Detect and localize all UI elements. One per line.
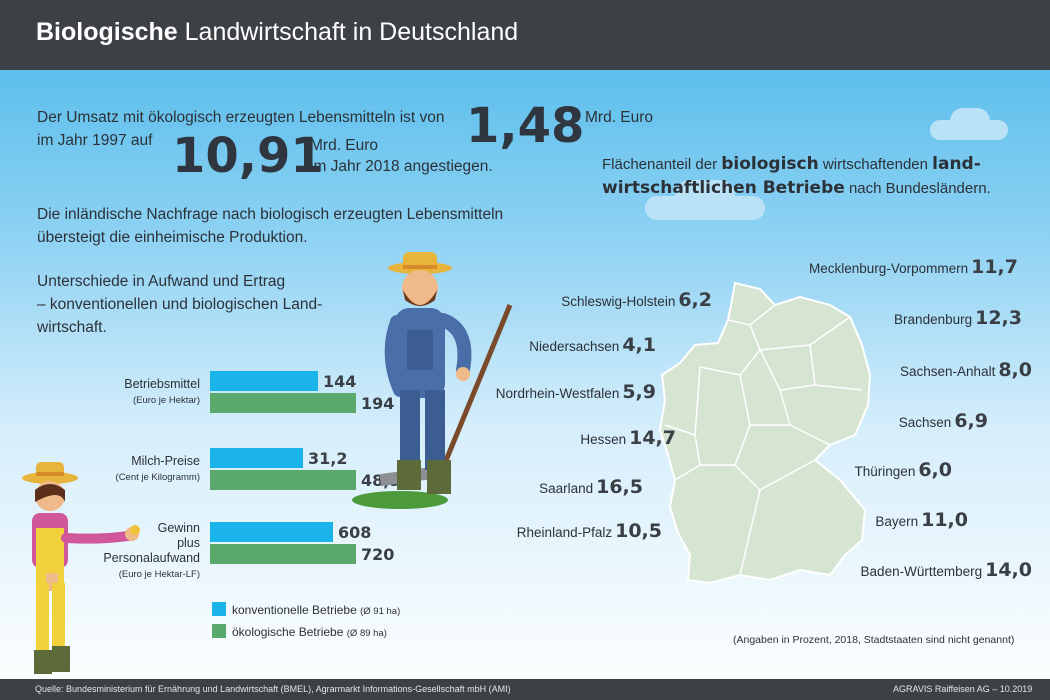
map-note: (Angaben in Prozent, 2018, Stadtstaaten …	[733, 634, 1015, 646]
state-label: Rheinland-Pfalz 10,5	[516, 520, 662, 542]
legend-swatch-organic	[212, 624, 226, 638]
legend-label-organic: ökologische Betriebe (Ø 89 ha)	[232, 625, 387, 639]
footer-bar	[0, 679, 1050, 700]
bar-organic	[210, 393, 356, 413]
state-label: Thüringen 6,0	[854, 459, 952, 481]
intro-line2: im Jahr 1997 auf	[37, 132, 153, 149]
cloud-shape	[675, 180, 735, 210]
bar-conventional	[210, 448, 303, 468]
value-1997: 1,48	[466, 98, 585, 154]
suffix-2018: im Jahr 2018 angestiegen.	[310, 158, 493, 175]
demand-line1: Die inländische Nachfrage nach biologisc…	[37, 206, 504, 223]
state-label: Bayern 11,0	[875, 509, 968, 531]
bar-organic	[210, 470, 356, 490]
category-label: Gewinn plus Personalaufwand (Euro je Hektar…	[103, 521, 200, 580]
cloud-shape	[950, 108, 990, 134]
germany-map	[658, 281, 872, 585]
state-label: Niedersachsen 4,1	[529, 334, 656, 356]
bar-organic	[210, 544, 356, 564]
demand-line2: übersteigt die einheimische Produktion.	[37, 229, 308, 246]
state-label: Sachsen-Anhalt 8,0	[900, 359, 1032, 381]
bar-value-label: 144	[323, 372, 357, 391]
state-label: Schleswig-Holstein 6,2	[561, 289, 712, 311]
state-label: Baden-Württemberg 14,0	[860, 559, 1032, 581]
intro-line1: Der Umsatz mit ökologisch erzeugten Lebe…	[37, 109, 445, 126]
map-heading-line2: wirtschaftlichen Betriebe nach Bundeslän…	[602, 178, 991, 198]
farmer-with-rake-illustration	[352, 252, 513, 509]
bar-conventional	[210, 522, 333, 542]
bar-conventional	[210, 371, 318, 391]
unit-2018: Mrd. Euro	[310, 137, 379, 154]
category-label: Betriebsmittel (Euro je Hektar)	[124, 377, 200, 406]
value-2018: 10,91	[172, 128, 324, 184]
state-label: Nordrhein-Westfalen 5,9	[495, 381, 656, 403]
legend-label-conventional: konventionelle Betriebe (Ø 91 ha)	[232, 603, 401, 617]
page-title: Biologische Landwirtschaft in Deutschlan…	[36, 18, 519, 46]
bar-value-label: 720	[361, 545, 395, 564]
title-bar	[0, 0, 1050, 70]
farmer-woman-illustration	[22, 462, 140, 674]
state-label: Saarland 16,5	[539, 476, 643, 498]
legend-swatch-conventional	[212, 602, 226, 616]
map-heading-line1: Flächenanteil der biologisch wirtschafte…	[602, 154, 981, 174]
diff-line1: Unterschiede in Aufwand und Ertrag	[37, 273, 286, 290]
bar-value-label: 608	[338, 523, 372, 542]
category-label: Milch-Preise (Cent je Kilogramm)	[115, 454, 200, 483]
unit-1997: Mrd. Euro	[585, 109, 654, 126]
bar-value-label: 194	[361, 394, 395, 413]
diff-line3: wirtschaft.	[37, 319, 107, 336]
state-label: Brandenburg 12,3	[894, 307, 1022, 329]
source-note: Quelle: Bundesministerium für Ernährung …	[35, 684, 511, 694]
state-label: Hessen 14,7	[580, 427, 676, 449]
diff-line2: – konventionellen und biologischen Land-	[37, 296, 323, 313]
state-label: Sachsen 6,9	[898, 410, 988, 432]
bar-value-label: 31,2	[308, 449, 348, 468]
credit-note: AGRAVIS Raiffeisen AG – 10.2019	[893, 684, 1033, 694]
state-label: Mecklenburg-Vorpommern 11,7	[809, 256, 1018, 278]
